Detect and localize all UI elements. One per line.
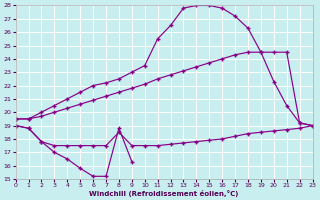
X-axis label: Windchill (Refroidissement éolien,°C): Windchill (Refroidissement éolien,°C) (89, 190, 239, 197)
